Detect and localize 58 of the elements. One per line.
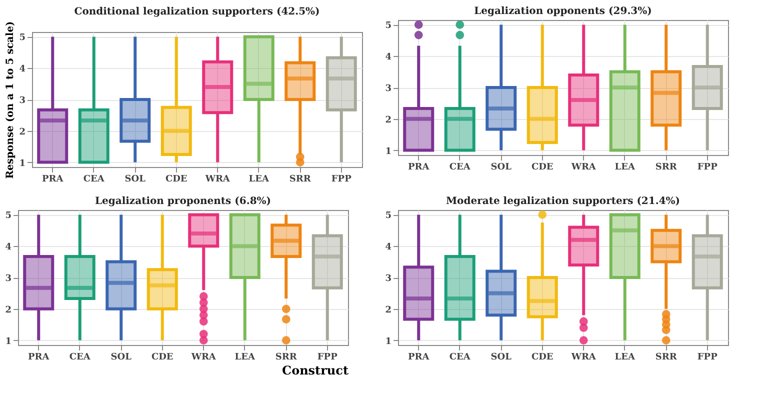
y-tick-label: 4: [19, 64, 26, 75]
x-tick-label: CEA: [449, 352, 472, 362]
y-tick-label: 5: [5, 211, 12, 222]
x-tick-label: PRA: [408, 162, 430, 172]
x-tick-label: LEA: [614, 162, 636, 172]
chart-title: Moderate legalization supporters (21.4%): [446, 196, 680, 207]
y-tick-label: 2: [19, 127, 26, 138]
x-tick-label: SOL: [490, 352, 512, 362]
x-tick-label: SRR: [655, 162, 678, 172]
y-tick-label: 3: [385, 274, 392, 284]
y-tick-label: 2: [385, 115, 392, 126]
x-tick-label: CEA: [83, 174, 106, 184]
x-tick-label: SRR: [289, 174, 312, 184]
y-tick-label: 3: [385, 84, 392, 94]
y-tick-label: 1: [385, 336, 392, 347]
x-tick-label: FPP: [317, 352, 338, 362]
y-tick-label: 1: [385, 146, 392, 157]
x-tick-label: CEA: [449, 162, 472, 172]
x-tick-label: LEA: [248, 174, 270, 184]
y-tick-label: 5: [385, 211, 392, 222]
x-tick-label: SOL: [490, 162, 512, 172]
y-tick-label: 3: [5, 274, 12, 284]
x-tick-label: SOL: [124, 174, 146, 184]
y-tick-label: 5: [19, 33, 26, 44]
chart-title: Legalization proponents (6.8%): [94, 196, 272, 207]
y-tick-label: 3: [19, 96, 26, 106]
x-tick-label: SOL: [110, 352, 132, 362]
y-tick-label: 2: [385, 305, 392, 316]
x-tick-label: SRR: [275, 352, 298, 362]
x-tick-label: WRA: [190, 352, 217, 362]
y-tick-label: 1: [5, 336, 12, 347]
x-tick-label: LEA: [234, 352, 256, 362]
x-tick-label: PRA: [28, 352, 50, 362]
x-tick-label: CDE: [531, 162, 554, 172]
x-axis-title: Construct: [282, 364, 349, 378]
x-tick-label: CEA: [69, 352, 92, 362]
chart-title: Legalization opponents (29.3%): [474, 6, 652, 17]
y-tick-label: 4: [5, 242, 12, 253]
x-tick-label: SRR: [655, 352, 678, 362]
x-tick-label: FPP: [697, 162, 718, 172]
x-tick-label: CDE: [151, 352, 174, 362]
x-tick-label: CDE: [531, 352, 554, 362]
x-tick-label: CDE: [165, 174, 188, 184]
y-axis-title: Response (on a 1 to 5 scale): [5, 21, 16, 179]
y-tick-label: 5: [385, 21, 392, 32]
chart-title: Conditional legalization supporters (42.5%): [74, 6, 320, 18]
x-tick-label: WRA: [570, 352, 597, 362]
y-tick-label: 4: [385, 242, 392, 253]
x-tick-label: PRA: [408, 352, 430, 362]
y-tick-label: 2: [5, 305, 12, 316]
y-tick-label: 1: [19, 158, 26, 169]
x-tick-label: FPP: [697, 352, 718, 362]
x-tick-label: WRA: [204, 174, 231, 184]
x-tick-label: LEA: [614, 352, 636, 362]
y-tick-label: 4: [385, 52, 392, 63]
x-tick-label: FPP: [331, 174, 352, 184]
x-tick-label: WRA: [570, 162, 597, 172]
x-tick-label: PRA: [42, 174, 64, 184]
